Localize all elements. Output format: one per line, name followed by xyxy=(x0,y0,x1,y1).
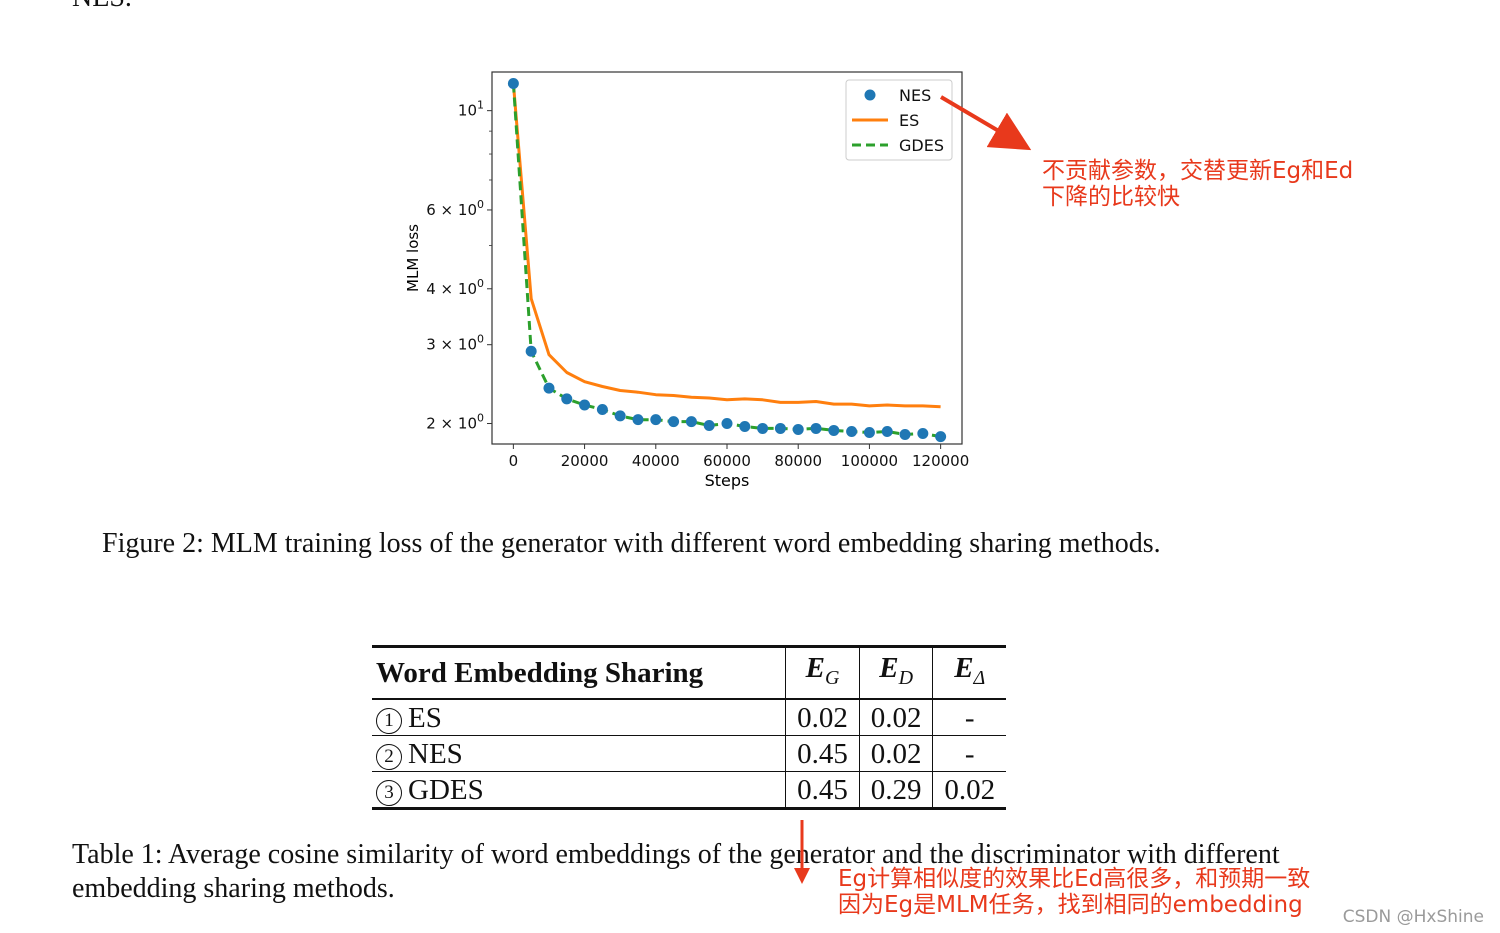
legend-marker-nes xyxy=(864,89,876,101)
cell-edelta: - xyxy=(932,735,1006,772)
cell-eg: 0.02 xyxy=(785,699,860,736)
row-method: 2 NES xyxy=(372,736,786,772)
circled-number: 1 xyxy=(376,707,402,734)
results-table: Word Embedding Sharing EG ED EΔ 1 ES 0.02… xyxy=(372,645,1006,810)
chart-legend: NES ES GDES xyxy=(845,79,953,161)
nes-data-point xyxy=(668,416,680,428)
legend-label-es: ES xyxy=(899,111,919,130)
nes-data-point xyxy=(507,77,519,89)
mlm-loss-chart: 0 20000 40000 60000 80000 100000 120000 2 × 10… xyxy=(404,71,1032,490)
y-tick-label: 2 × 100 xyxy=(426,412,484,433)
nes-data-point xyxy=(525,345,537,357)
circled-number: 2 xyxy=(376,743,402,770)
nes-data-point xyxy=(757,422,769,434)
nes-data-point xyxy=(650,414,662,426)
annotation-table-note: Eg计算相似度的效果比Ed高很多，和预期一致 因为Eg是MLM任务，找到相同的e… xyxy=(838,866,1311,918)
table-row: 3 GDES 0.45 0.29 0.02 xyxy=(372,771,1006,809)
annotation-arrow-legend xyxy=(939,95,1032,151)
nes-data-point xyxy=(810,422,822,434)
nes-data-point xyxy=(721,418,733,430)
y-tick-label: 4 × 100 xyxy=(426,277,484,298)
circled-number: 3 xyxy=(376,779,402,806)
watermark: CSDN @HxShine xyxy=(1342,907,1484,927)
x-tick-label: 120000 xyxy=(912,452,969,470)
top-text-fragment: NES. xyxy=(72,0,132,14)
es-series-line xyxy=(511,83,941,409)
cell-edelta: 0.02 xyxy=(932,771,1006,809)
x-tick-label: 100000 xyxy=(841,452,898,470)
table-row: 2 NES 0.45 0.02 - xyxy=(372,735,1006,772)
nes-data-point xyxy=(774,422,786,434)
y-axis-label: MLM loss xyxy=(404,224,422,292)
nes-data-point xyxy=(632,414,644,426)
x-tick-label: 0 xyxy=(509,452,519,470)
nes-data-point xyxy=(828,424,840,436)
nes-data-point xyxy=(579,399,591,411)
nes-data-point xyxy=(596,403,608,415)
cell-ed: 0.02 xyxy=(858,735,933,772)
nes-data-point xyxy=(703,419,715,431)
cell-eg: 0.45 xyxy=(785,735,860,772)
x-tick-label: 20000 xyxy=(561,452,609,470)
table-header-row: Word Embedding Sharing EG ED EΔ xyxy=(372,646,1006,699)
row-method: 3 GDES xyxy=(372,772,786,809)
legend-label-gdes: GDES xyxy=(899,136,944,155)
legend-box xyxy=(845,79,953,161)
cell-eg: 0.45 xyxy=(785,771,860,809)
legend-label-nes: NES xyxy=(899,86,931,105)
nes-data-point xyxy=(846,425,858,437)
y-axis-ticks: 2 × 100 3 × 100 4 × 100 6 × 100 101 xyxy=(426,99,492,433)
table-row: 1 ES 0.02 0.02 - xyxy=(372,699,1006,736)
nes-data-point xyxy=(561,393,573,405)
nes-data-point xyxy=(614,410,626,422)
nes-data-point xyxy=(792,423,804,435)
figure-caption: Figure 2: MLM training loss of the gener… xyxy=(102,528,1161,559)
nes-data-point xyxy=(739,420,751,432)
header-word-embedding-sharing: Word Embedding Sharing xyxy=(376,657,704,689)
header-edelta: EΔ xyxy=(932,646,1006,699)
nes-data-point xyxy=(881,425,893,437)
annotation-arrow-table xyxy=(794,820,810,884)
nes-data-point xyxy=(899,429,911,441)
annotation-legend-note: 不贡献参数，交替更新Eg和Ed 下降的比较快 xyxy=(1042,158,1354,210)
y-tick-label: 6 × 100 xyxy=(426,198,484,219)
x-tick-label: 80000 xyxy=(774,452,822,470)
series-layer xyxy=(507,77,947,443)
nes-data-point xyxy=(863,426,875,438)
header-ed: ED xyxy=(858,646,933,699)
x-tick-label: 40000 xyxy=(632,452,680,470)
table-caption: Table 1: Average cosine similarity of wo… xyxy=(72,839,1280,904)
cell-ed: 0.29 xyxy=(858,771,933,809)
x-tick-label: 60000 xyxy=(703,452,751,470)
row-method: 1 ES xyxy=(372,699,786,736)
nes-data-point xyxy=(935,431,947,443)
x-axis-label: Steps xyxy=(705,471,750,490)
y-tick-label: 101 xyxy=(458,99,484,120)
y-tick-label: 3 × 100 xyxy=(426,333,484,354)
nes-data-point xyxy=(543,382,555,394)
cell-edelta: - xyxy=(932,699,1006,736)
header-eg: EG xyxy=(785,646,860,699)
nes-data-point xyxy=(685,416,697,428)
x-axis-ticks: 0 20000 40000 60000 80000 100000 120000 xyxy=(509,444,969,470)
nes-data-point xyxy=(917,427,929,439)
cell-ed: 0.02 xyxy=(858,699,933,736)
